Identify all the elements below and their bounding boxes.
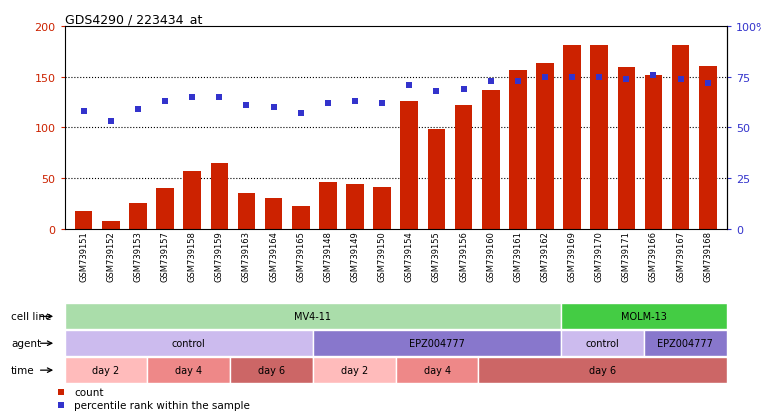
Bar: [591, 46, 608, 229]
Bar: [129, 204, 147, 229]
Bar: [265, 199, 282, 229]
Bar: [237, 194, 255, 229]
Bar: [102, 221, 119, 229]
Bar: [455, 106, 473, 229]
Text: agent: agent: [11, 338, 41, 349]
Text: MV4-11: MV4-11: [295, 311, 332, 322]
Bar: [319, 183, 336, 229]
Text: time: time: [11, 365, 34, 375]
Bar: [509, 70, 527, 229]
Bar: [563, 46, 581, 229]
Text: EPZ004777: EPZ004777: [658, 338, 713, 349]
Bar: [617, 68, 635, 229]
Bar: [292, 207, 310, 229]
Text: control: control: [172, 338, 205, 349]
Text: day 2: day 2: [341, 365, 368, 375]
Text: day 6: day 6: [258, 365, 285, 375]
Text: EPZ004777: EPZ004777: [409, 338, 465, 349]
Bar: [645, 76, 662, 229]
Bar: [672, 46, 689, 229]
Text: MOLM-13: MOLM-13: [621, 311, 667, 322]
Text: percentile rank within the sample: percentile rank within the sample: [75, 400, 250, 410]
Text: control: control: [586, 338, 619, 349]
Text: GDS4290 / 223434_at: GDS4290 / 223434_at: [65, 13, 202, 26]
Bar: [537, 64, 554, 229]
Text: day 4: day 4: [424, 365, 451, 375]
Bar: [699, 67, 717, 229]
Text: cell line: cell line: [11, 311, 51, 322]
Bar: [428, 130, 445, 229]
Bar: [156, 189, 174, 229]
Bar: [211, 164, 228, 229]
Bar: [482, 90, 499, 229]
Text: day 4: day 4: [175, 365, 202, 375]
Text: day 2: day 2: [92, 365, 119, 375]
Text: day 6: day 6: [589, 365, 616, 375]
Text: count: count: [75, 387, 103, 396]
Bar: [183, 171, 201, 229]
Bar: [374, 188, 391, 229]
Bar: [346, 185, 364, 229]
Bar: [75, 211, 93, 229]
Bar: [400, 102, 418, 229]
